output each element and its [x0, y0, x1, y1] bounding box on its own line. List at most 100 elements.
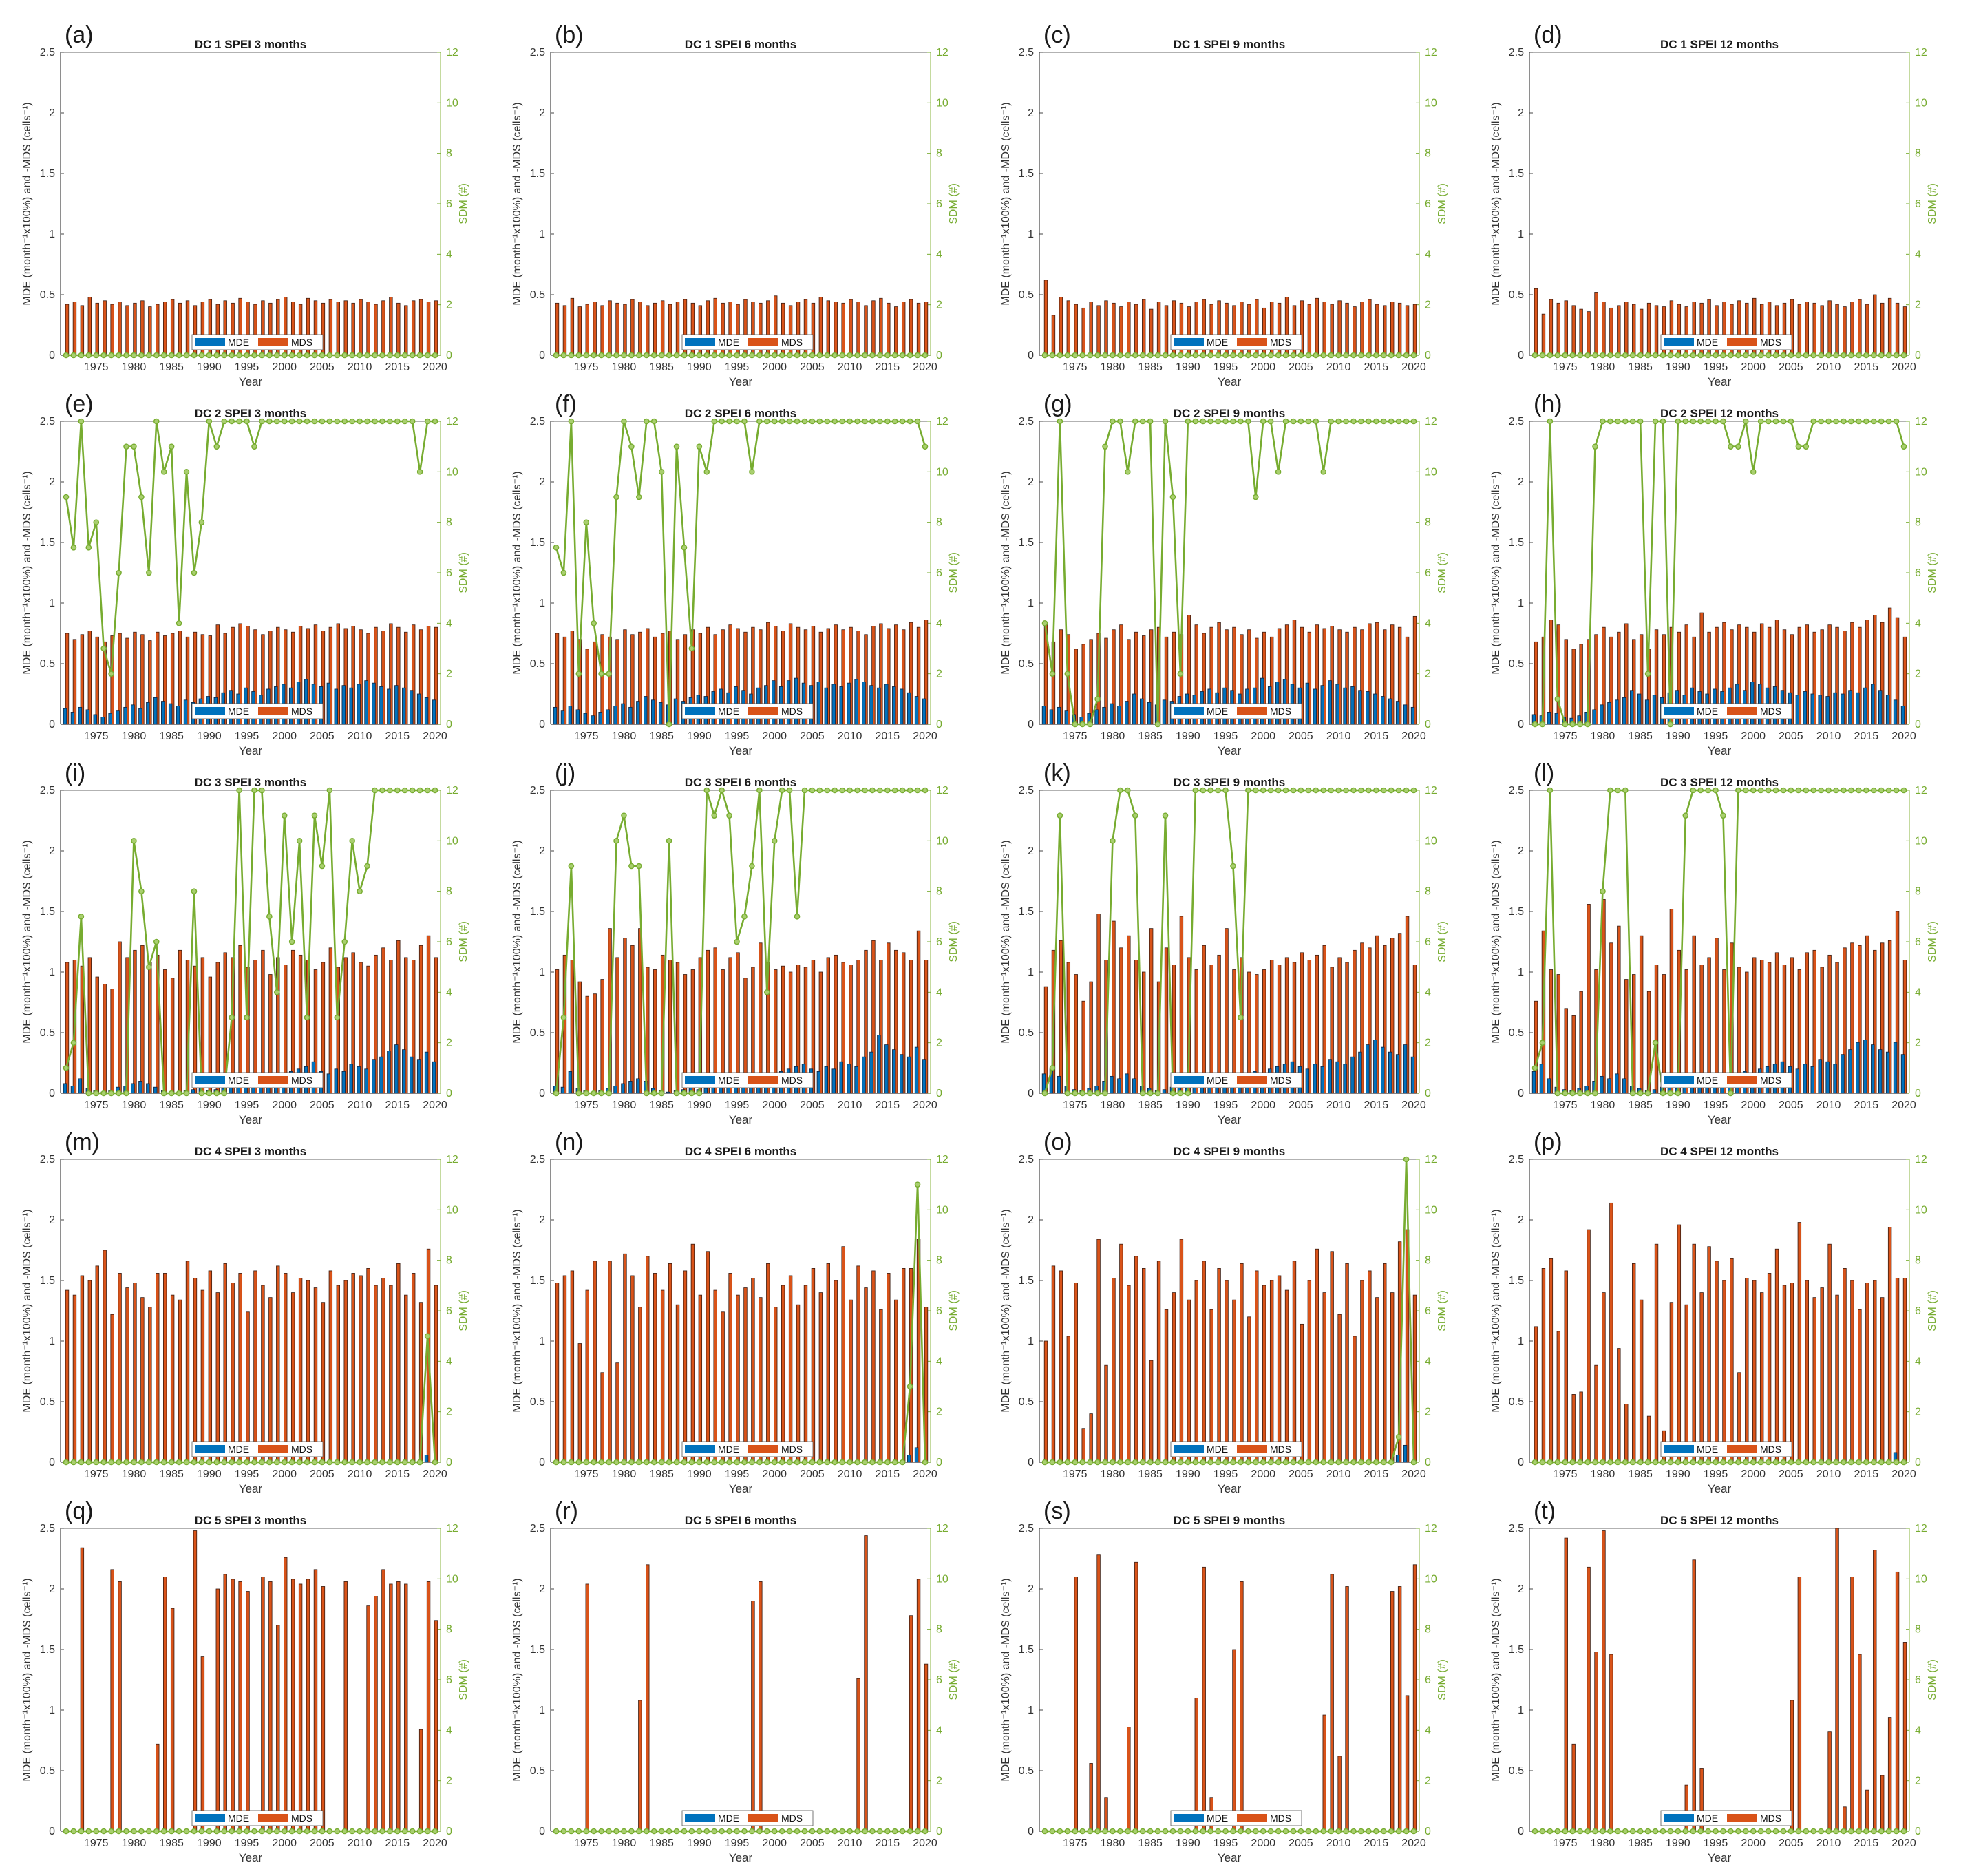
mds-bar: [1164, 636, 1169, 725]
y2-tick-label: 0: [1915, 1088, 1921, 1099]
mds-bar: [834, 624, 838, 725]
mds-bar: [788, 1275, 793, 1463]
y2-tick-label: 8: [1425, 148, 1431, 160]
mds-bar: [223, 633, 227, 725]
mds-bar: [788, 971, 793, 1094]
mde-bar: [892, 686, 896, 725]
sdm-point: [914, 787, 921, 794]
mds-bar: [313, 624, 318, 725]
mde-bar: [1848, 690, 1852, 725]
mds-bar: [374, 1285, 378, 1463]
sdm-point: [907, 352, 913, 359]
mds-bar: [1149, 1360, 1154, 1463]
sdm-point: [183, 1090, 190, 1097]
sdm-point: [598, 1090, 604, 1097]
mds-bar: [1730, 1258, 1734, 1463]
y2-tick-label: 8: [446, 1624, 452, 1636]
sdm-point: [1788, 352, 1794, 359]
panel-letter: (h): [1534, 391, 1562, 417]
legend-label-mde: MDE: [718, 337, 739, 348]
x-axis-label: Year: [1218, 375, 1242, 388]
y-tick-label: 1: [1028, 598, 1034, 609]
mds-bar: [1081, 1000, 1085, 1094]
sdm-point: [304, 352, 310, 359]
mde-bar: [78, 1078, 83, 1094]
mde-bar: [899, 1054, 904, 1094]
mds-bar: [396, 1581, 401, 1832]
x-tick-label: 1995: [725, 1837, 750, 1849]
mde-bar: [884, 684, 889, 725]
x-tick-label: 1975: [1063, 1468, 1088, 1480]
mds-bar: [1835, 1294, 1839, 1463]
y-tick-label: 1: [539, 229, 545, 240]
mds-bar: [351, 1273, 355, 1463]
mds-bar: [110, 304, 114, 356]
mds-bar: [1322, 1292, 1326, 1463]
mds-bar: [1684, 624, 1688, 725]
sdm-point: [176, 620, 182, 626]
mds-bar: [1225, 928, 1229, 1094]
mds-bar: [1805, 302, 1809, 356]
mde-bar: [341, 685, 346, 725]
sdm-point: [1577, 352, 1583, 359]
mds-bar: [133, 949, 137, 1094]
mds-bar: [577, 306, 582, 356]
sdm-point: [1200, 1459, 1207, 1466]
mds-bar: [1255, 1270, 1259, 1463]
mde-bar: [1607, 702, 1611, 725]
sdm-point: [636, 1459, 642, 1466]
sdm-point: [568, 418, 575, 425]
mds-bar: [856, 1678, 860, 1832]
sdm-point: [711, 1828, 718, 1835]
sdm-point: [726, 418, 732, 425]
mds-bar: [276, 1265, 280, 1463]
sdm-point: [1810, 1459, 1817, 1466]
mds-bar: [1782, 1285, 1787, 1463]
legend-swatch-mde: [195, 338, 225, 346]
x-tick-label: 1995: [235, 1837, 259, 1849]
sdm-point: [416, 469, 423, 475]
mds-bar: [623, 629, 627, 725]
sdm-point: [259, 352, 265, 359]
mds-bar: [1669, 909, 1674, 1094]
sdm-point: [560, 1014, 567, 1021]
sdm-point: [1720, 812, 1726, 819]
y2-tick-label: 8: [1915, 1624, 1921, 1636]
y-axis-label: MDE (month⁻¹x100%) and -MDS (cells⁻¹): [511, 471, 523, 674]
mds-bar: [389, 1583, 393, 1832]
x-tick-label: 1985: [649, 1099, 674, 1111]
sdm-point: [160, 1090, 167, 1097]
mde-bar: [402, 687, 406, 725]
sdm-point: [741, 1459, 748, 1466]
y2-tick-label: 2: [936, 1775, 942, 1787]
sdm-point: [108, 671, 114, 677]
mds-bar: [1074, 974, 1078, 1094]
x-tick-label: 2015: [876, 1837, 900, 1849]
sdm-point: [658, 1090, 665, 1097]
x-tick-label: 1975: [1553, 1837, 1578, 1849]
mds-bar: [404, 305, 408, 356]
legend-swatch-mds: [1727, 338, 1757, 346]
mde-bar: [673, 698, 678, 725]
x-tick-label: 1985: [159, 730, 184, 742]
mds-bar: [1820, 305, 1824, 356]
mds-bar: [140, 300, 145, 356]
sdm-point: [1388, 1459, 1395, 1466]
mds-bar: [1707, 631, 1711, 725]
sdm-point: [1147, 1828, 1154, 1835]
mds-bar: [638, 928, 642, 1094]
sdm-point: [763, 1459, 770, 1466]
sdm-point: [78, 352, 85, 359]
mds-bar: [1639, 1299, 1644, 1463]
sdm-point: [401, 1828, 408, 1835]
legend-label-mds: MDS: [1760, 1075, 1781, 1086]
legend-label-mds: MDS: [1760, 1813, 1781, 1824]
mds-bar: [1669, 1302, 1674, 1463]
sdm-point: [251, 1828, 257, 1835]
sdm-point: [591, 1090, 597, 1097]
x-axis-label: Year: [239, 1113, 263, 1126]
x-tick-label: 2000: [762, 361, 787, 373]
panel-title: DC 2 SPEI 9 months: [1174, 407, 1285, 420]
sdm-point: [1177, 1828, 1184, 1835]
